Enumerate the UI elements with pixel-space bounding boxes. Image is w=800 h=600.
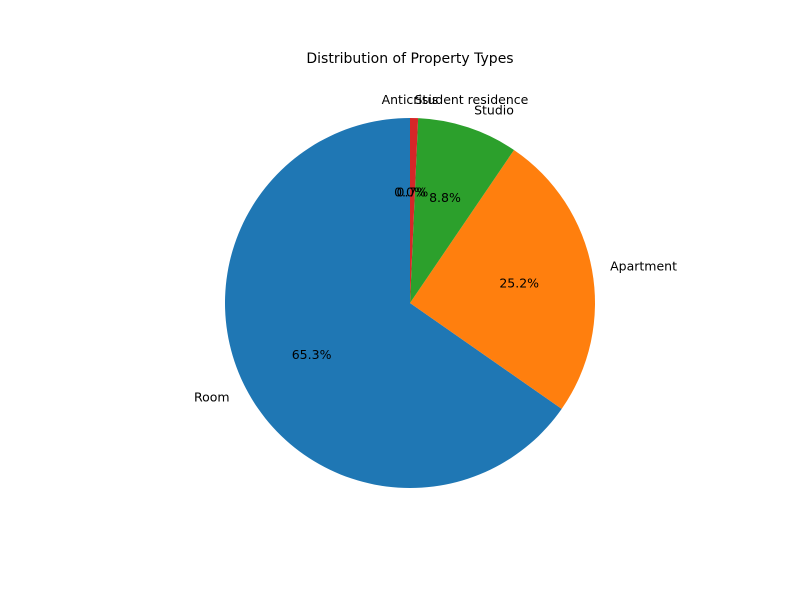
slice-label-apartment: Apartment — [610, 259, 677, 274]
pie-slice-studio — [410, 118, 514, 304]
slice-percent-apartment: 25.2% — [499, 275, 539, 290]
pie-slice-apartment — [410, 149, 596, 409]
pie-slices — [224, 118, 596, 489]
slice-label-anticrisis: Anticrisis — [382, 92, 439, 107]
pie-slice-student-residence — [410, 118, 419, 303]
slice-percent-studio: 8.8% — [429, 190, 461, 205]
chart-title: Distribution of Property Types — [306, 51, 513, 67]
slice-label-studio: Studio — [474, 102, 514, 117]
slice-percent-labels: 65.3% 25.2% 8.8%0.7%0.0% — [292, 185, 539, 362]
slice-label-room: Room — [194, 390, 230, 405]
slice-percent-student-residence: 0.7% — [397, 185, 429, 200]
pie-slice-room — [224, 118, 562, 489]
slice-percent-anticrisis: 0.0% — [394, 185, 426, 200]
slice-label-student-residence: Student residence — [415, 92, 529, 107]
slice-percent-room: 65.3% — [292, 347, 332, 362]
